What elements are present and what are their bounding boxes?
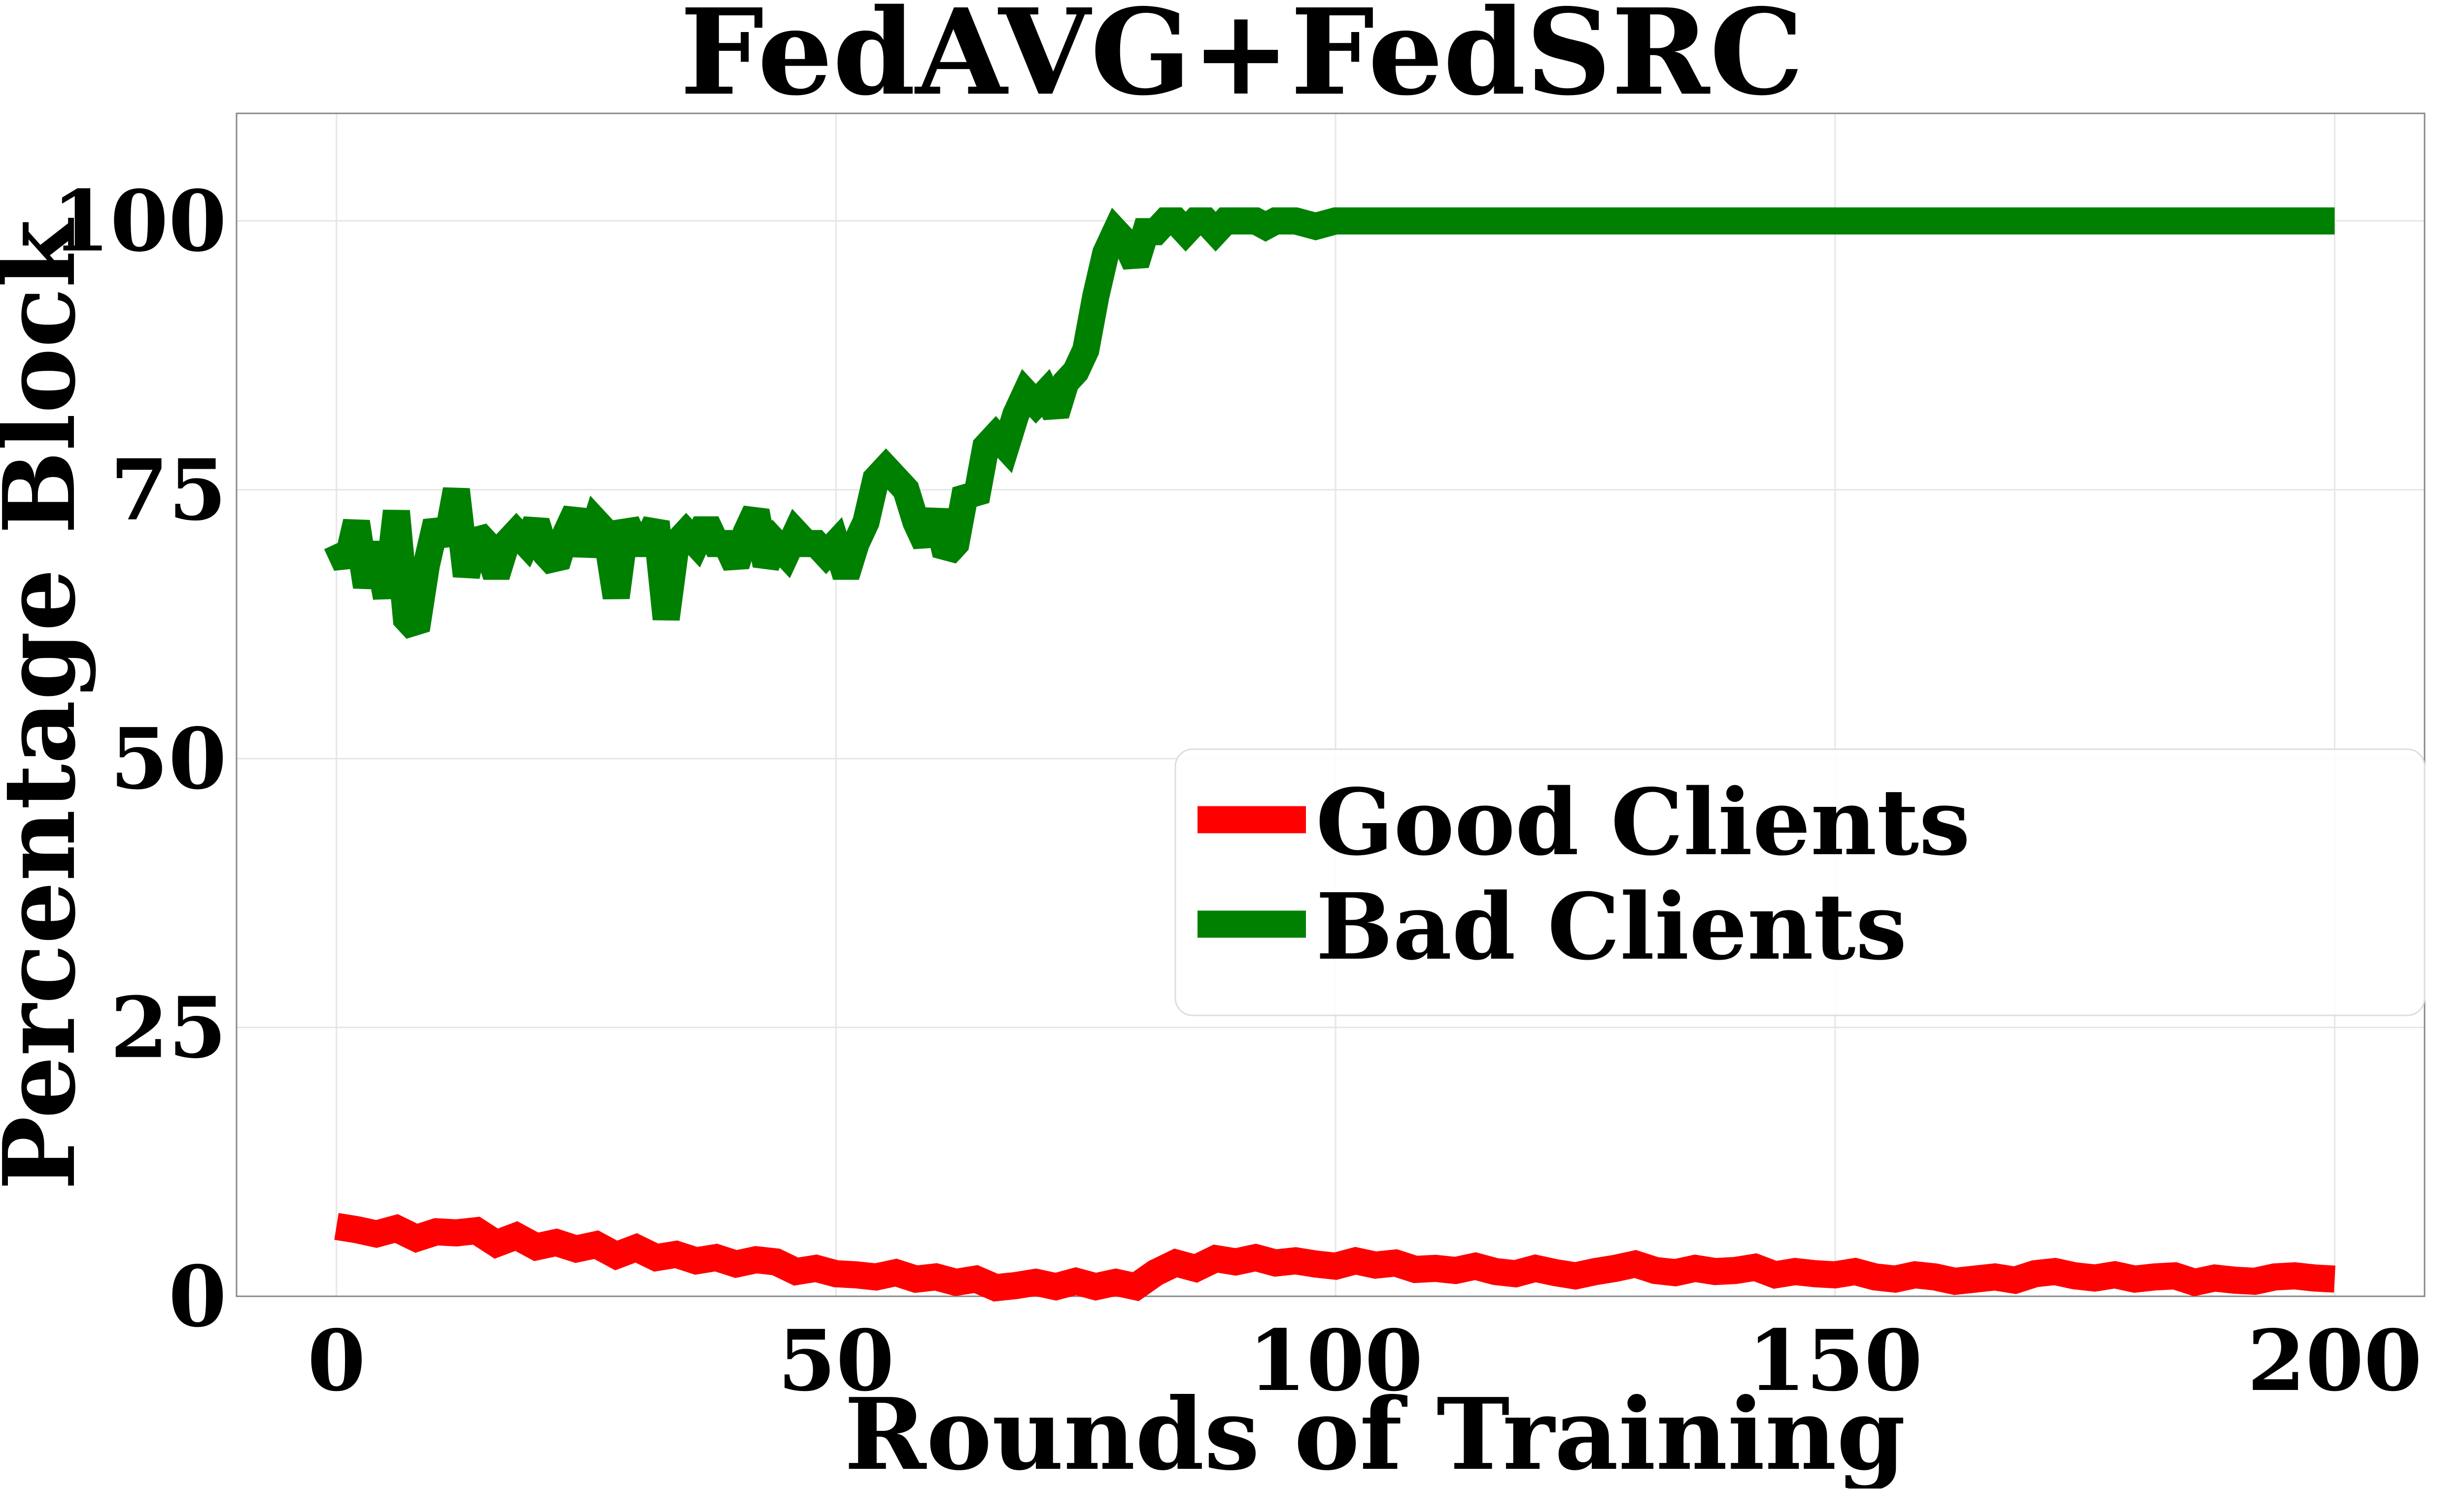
x-tick-label: 100 bbox=[1248, 1312, 1423, 1410]
tick-labels: 0 50 100 150 200 0 25 50 75 100 bbox=[52, 172, 2422, 1410]
y-tick-label: 75 bbox=[110, 441, 227, 540]
x-tick-label: 50 bbox=[778, 1312, 894, 1410]
x-tick-label: 200 bbox=[2247, 1312, 2422, 1410]
y-tick-label: 100 bbox=[52, 172, 227, 271]
series-layer bbox=[324, 207, 2335, 1302]
series-line-good-clients bbox=[334, 1213, 2335, 1302]
legend: Good Clients Bad Clients bbox=[1174, 748, 2426, 1016]
legend-label-good-clients: Good Clients bbox=[1316, 768, 1970, 876]
x-tick-label: 150 bbox=[1747, 1312, 1922, 1410]
legend-frame bbox=[1174, 748, 2426, 1016]
series-line-bad-clients bbox=[324, 207, 2335, 639]
x-tick-label: 0 bbox=[308, 1312, 366, 1410]
x-axis-label: Rounds of Training bbox=[844, 1377, 1905, 1489]
y-tick-label: 50 bbox=[110, 710, 227, 808]
grid bbox=[237, 113, 2425, 1297]
chart-title: FedAVG+FedSRC bbox=[680, 0, 1804, 122]
y-tick-label: 25 bbox=[110, 979, 227, 1077]
plot-frame bbox=[236, 112, 2426, 1297]
legend-label-bad-clients: Bad Clients bbox=[1316, 873, 1907, 980]
y-tick-label: 0 bbox=[169, 1248, 227, 1346]
y-axis-label: Percentage Block bbox=[0, 218, 98, 1190]
